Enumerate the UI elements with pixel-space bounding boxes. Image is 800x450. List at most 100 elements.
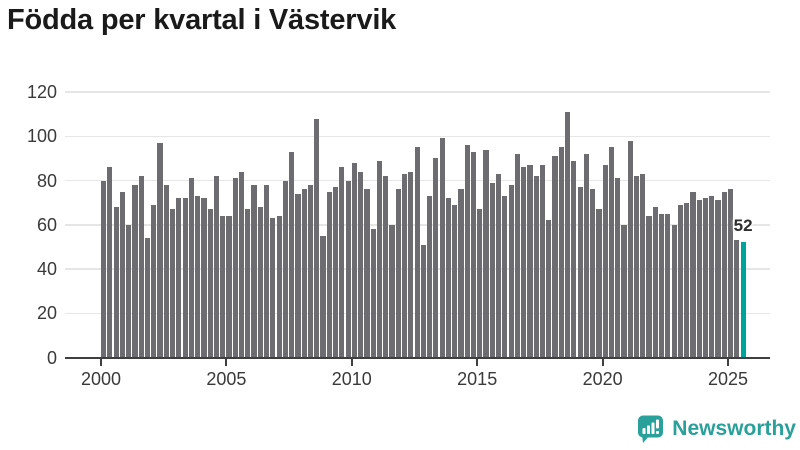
bar bbox=[558, 147, 564, 358]
bar bbox=[144, 238, 151, 358]
bar bbox=[489, 182, 495, 358]
bar bbox=[640, 173, 646, 358]
newsworthy-logo-text: Newsworthy bbox=[672, 417, 796, 440]
bar bbox=[232, 178, 238, 358]
bar bbox=[684, 202, 690, 358]
bar bbox=[119, 191, 125, 358]
x-tick-label: 2000 bbox=[80, 369, 122, 389]
bar bbox=[596, 209, 602, 358]
bar bbox=[608, 147, 615, 358]
bar bbox=[477, 209, 483, 358]
x-tick-label: 2010 bbox=[331, 369, 372, 389]
bar bbox=[564, 111, 571, 358]
bar bbox=[533, 176, 539, 358]
bar bbox=[276, 215, 282, 358]
bar bbox=[326, 191, 332, 358]
bar bbox=[389, 224, 395, 358]
bar bbox=[289, 151, 295, 358]
bar bbox=[627, 140, 633, 358]
bar bbox=[169, 209, 176, 358]
gridline bbox=[65, 135, 770, 137]
bar bbox=[483, 149, 489, 358]
y-tick-label: 120 bbox=[26, 82, 57, 102]
bar bbox=[546, 220, 552, 358]
x-tick-mark bbox=[100, 359, 102, 366]
x-tick-mark bbox=[225, 359, 228, 366]
x-tick-mark bbox=[350, 359, 353, 366]
bar bbox=[702, 198, 709, 358]
bar bbox=[690, 191, 696, 358]
x-tick-label: 2020 bbox=[582, 369, 623, 389]
bar bbox=[264, 184, 270, 358]
bar bbox=[659, 213, 665, 358]
bar bbox=[383, 176, 389, 358]
bar bbox=[126, 224, 132, 358]
bar bbox=[207, 209, 213, 358]
y-tick-label: 40 bbox=[36, 259, 57, 279]
bar bbox=[351, 162, 357, 358]
bar bbox=[709, 195, 715, 358]
bar bbox=[420, 244, 426, 358]
bar bbox=[740, 242, 746, 358]
bar bbox=[213, 176, 220, 358]
bar bbox=[195, 195, 201, 358]
x-tick-mark bbox=[727, 359, 729, 366]
bar bbox=[182, 198, 188, 358]
bar bbox=[401, 173, 408, 358]
bar bbox=[295, 193, 301, 358]
bar bbox=[715, 200, 721, 358]
bar bbox=[552, 156, 558, 358]
bar bbox=[721, 191, 727, 358]
bar bbox=[226, 215, 232, 358]
bar bbox=[314, 118, 320, 358]
bar bbox=[621, 224, 627, 358]
bar bbox=[101, 180, 107, 358]
bar bbox=[433, 158, 439, 358]
bar bbox=[345, 180, 351, 358]
bar bbox=[439, 138, 445, 358]
bar bbox=[238, 171, 245, 358]
bar bbox=[339, 167, 345, 358]
bar bbox=[176, 198, 182, 358]
bar bbox=[301, 189, 307, 358]
y-tick-label: 20 bbox=[36, 303, 57, 324]
bar bbox=[257, 207, 263, 358]
bar bbox=[452, 204, 458, 358]
bar bbox=[358, 171, 364, 358]
newsworthy-speech-bubble-barchart-icon bbox=[638, 415, 664, 443]
bar bbox=[370, 229, 376, 358]
x-tick-label: 2005 bbox=[206, 369, 247, 389]
bar bbox=[464, 145, 470, 358]
bar bbox=[521, 167, 527, 358]
bar bbox=[270, 218, 276, 358]
x-axis-line bbox=[65, 356, 770, 359]
bar bbox=[220, 215, 226, 358]
bar bbox=[671, 224, 677, 358]
bar bbox=[514, 153, 520, 358]
y-tick-label: 0 bbox=[46, 347, 57, 368]
bar bbox=[571, 160, 577, 358]
y-tick-label: 80 bbox=[36, 170, 57, 191]
bar bbox=[646, 215, 652, 358]
bar bbox=[665, 213, 671, 358]
bar bbox=[539, 165, 546, 358]
bar bbox=[527, 165, 533, 358]
highlight-value-label: 52 bbox=[733, 216, 753, 236]
bar bbox=[577, 187, 583, 358]
bar bbox=[151, 204, 157, 358]
bar bbox=[615, 178, 621, 358]
y-tick-label: 60 bbox=[36, 214, 57, 235]
bar bbox=[408, 171, 414, 358]
x-tick-label: 2015 bbox=[457, 369, 498, 389]
bar bbox=[307, 184, 314, 358]
bar bbox=[138, 176, 144, 358]
bar bbox=[414, 147, 420, 358]
x-tick-mark bbox=[601, 359, 604, 366]
gridline bbox=[65, 91, 770, 93]
bar bbox=[445, 198, 452, 358]
bar bbox=[245, 209, 251, 358]
bar bbox=[652, 207, 658, 358]
y-tick-label: 100 bbox=[26, 126, 57, 147]
bar bbox=[734, 240, 740, 358]
